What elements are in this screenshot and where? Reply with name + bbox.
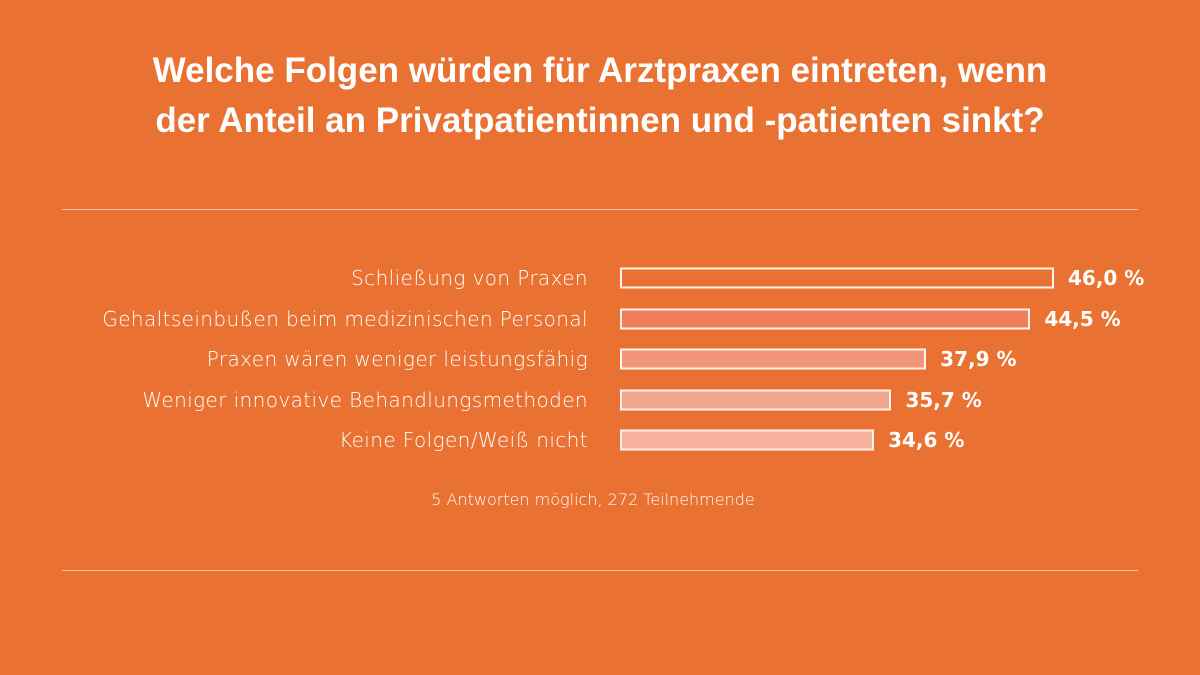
bar xyxy=(620,308,1031,330)
value-label: 35,7 % xyxy=(905,388,982,412)
value-label: 44,5 % xyxy=(1044,307,1121,331)
value-label: 34,6 % xyxy=(888,428,965,452)
chart-title: Welche Folgen würden für Arztpraxen eint… xyxy=(0,46,1200,146)
title-line-2: der Anteil an Privatpatientinnen und -pa… xyxy=(155,101,1045,140)
value-label: 37,9 % xyxy=(940,347,1017,371)
bar xyxy=(620,267,1054,289)
value-label: 46,0 % xyxy=(1068,266,1145,290)
bar xyxy=(620,348,927,370)
top-divider xyxy=(62,209,1138,210)
category-label: Schließung von Praxen xyxy=(351,266,588,290)
title-line-1: Welche Folgen würden für Arztpraxen eint… xyxy=(152,51,1048,90)
category-label: Gehaltseinbußen beim medizinischen Perso… xyxy=(102,307,588,331)
category-label: Weniger innovative Behandlungsmethoden xyxy=(142,388,588,412)
category-label: Keine Folgen/Weiß nicht xyxy=(339,428,588,452)
bar xyxy=(620,389,892,411)
category-label: Praxen wären weniger leistungsfähig xyxy=(206,347,588,371)
chart-note: 5 Antworten möglich, 272 Teilnehmende xyxy=(431,490,755,509)
bottom-divider xyxy=(62,570,1138,571)
bar xyxy=(620,429,875,451)
